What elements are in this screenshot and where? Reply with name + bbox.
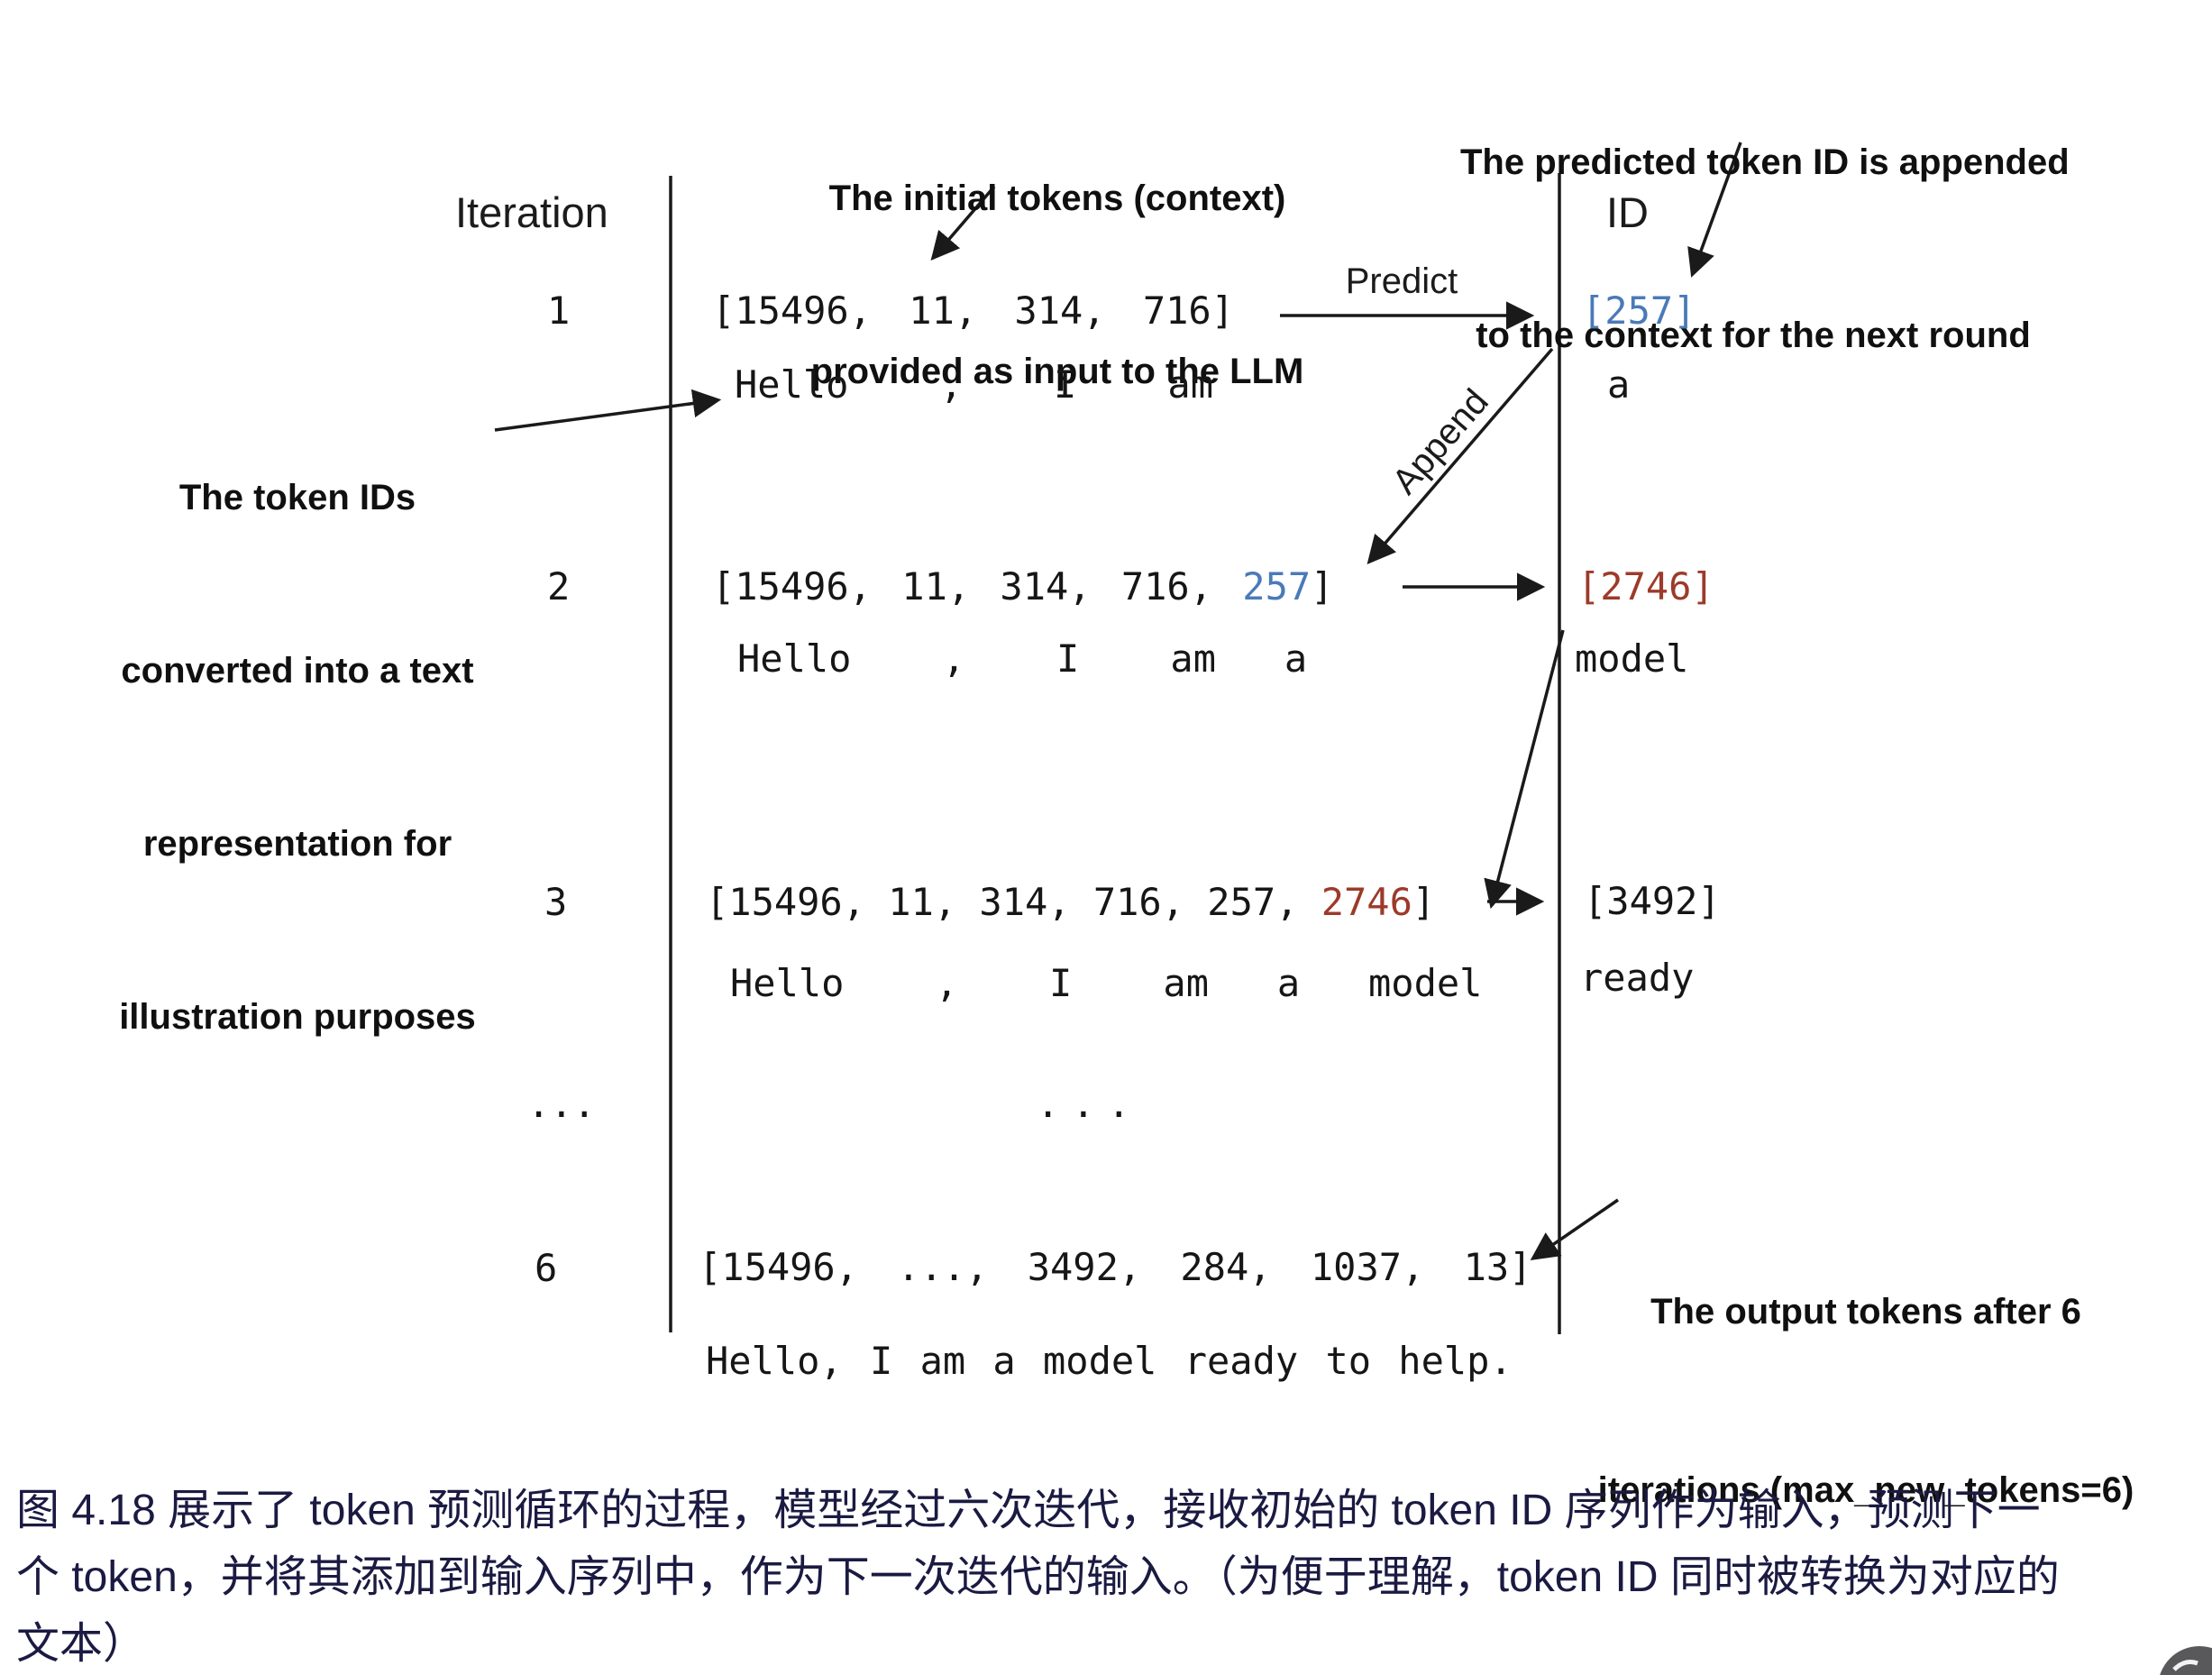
token-id-sequence-row2: [15496, 11, 314, 716, 257] bbox=[712, 568, 1333, 606]
token-id-sequence-row3: [15496, 11, 314, 716, 257, 2746] bbox=[706, 883, 1435, 921]
annotation-predicted-id: The predicted token ID is appended to th… bbox=[1460, 18, 2070, 422]
iteration-number-1: 1 bbox=[547, 288, 571, 333]
token-words-row2: Hello , I am a bbox=[737, 636, 1308, 681]
token-words-row1: Hello , I am bbox=[735, 362, 1214, 407]
predicted-word-row3: ready bbox=[1580, 956, 1695, 1000]
iteration-column-header: Iteration bbox=[455, 188, 608, 236]
id-column-header: ID bbox=[1606, 188, 1649, 236]
annotation-line: illustration purposes bbox=[119, 997, 476, 1037]
ids-prefix: [15496, 11, 314, 716, 257, bbox=[706, 880, 1321, 924]
annotation-line: The token IDs bbox=[178, 478, 416, 517]
annotation-line: The output tokens after 6 bbox=[1650, 1292, 2081, 1332]
annotation-output-tokens: The output tokens after 6 iterations (ma… bbox=[1586, 1163, 2145, 1579]
annotation-line: The predicted token ID is appended bbox=[1460, 142, 2070, 182]
ids-appended-token: 2746 bbox=[1321, 880, 1412, 924]
token-id-sequence-row1: [15496, 11, 314, 716] bbox=[712, 288, 1235, 333]
append-label: Append bbox=[1385, 381, 1496, 502]
ids-suffix: ] bbox=[1311, 564, 1334, 609]
figure-caption-line-3: 文本） bbox=[16, 1620, 147, 1668]
sequence-ellipsis: ... bbox=[1037, 1082, 1143, 1126]
predicted-word-row2: model bbox=[1575, 636, 1689, 681]
iteration-number-6: 6 bbox=[535, 1246, 558, 1290]
predicted-id-row3: [3492] bbox=[1584, 879, 1721, 923]
predicted-id-row2: [2746] bbox=[1577, 564, 1714, 609]
iteration-number-3: 3 bbox=[544, 880, 568, 924]
ids-prefix: [15496, 11, 314, 716, bbox=[712, 564, 1243, 609]
predicted-id-row1: [257] bbox=[1582, 288, 1696, 333]
figure-caption-line-2: 个 token，并将其添加到输入序列中，作为下一次迭代的输入。（为便于理解，to… bbox=[16, 1553, 2060, 1601]
figure-caption-line-1: 图 4.18 展示了 token 预测循环的过程，模型经过六次迭代，接收初始的 … bbox=[16, 1487, 2041, 1534]
ids-suffix: ] bbox=[1412, 880, 1436, 924]
predicted-word-row1: a bbox=[1607, 362, 1631, 407]
annotation-line: converted into a text bbox=[121, 651, 474, 691]
annotation-line: representation for bbox=[142, 824, 452, 864]
annotation-token-ids-text: The token IDs converted into a text repr… bbox=[72, 353, 523, 1103]
annotation-line: iterations (max_new_tokens=6) bbox=[1597, 1470, 2134, 1510]
predict-label-row1: Predict bbox=[1345, 261, 1458, 301]
token-words-row3: Hello , I am a model bbox=[730, 961, 1483, 1005]
annotation-line: The initial tokens (context) bbox=[828, 178, 1286, 218]
annotation-line: provided as input to the LLM bbox=[810, 352, 1304, 391]
final-output-sentence: Hello, I am a model ready to help. bbox=[706, 1339, 1513, 1383]
iteration-number-2: 2 bbox=[547, 564, 571, 609]
annotation-line: to the context for the next round bbox=[1476, 316, 2031, 355]
corner-badge[interactable] bbox=[2158, 1646, 2212, 1675]
token-ids-annotation-arrow bbox=[494, 389, 722, 432]
annotation-initial-tokens: The initial tokens (context) provided as… bbox=[787, 54, 1328, 458]
ids-appended-token: 257 bbox=[1242, 564, 1312, 609]
iteration-ellipsis: ... bbox=[527, 1082, 596, 1126]
append-arrow-row2to3 bbox=[1484, 629, 1565, 910]
token-id-sequence-row6: [15496, ..., 3492, 284, 1037, 13] bbox=[699, 1245, 1532, 1289]
